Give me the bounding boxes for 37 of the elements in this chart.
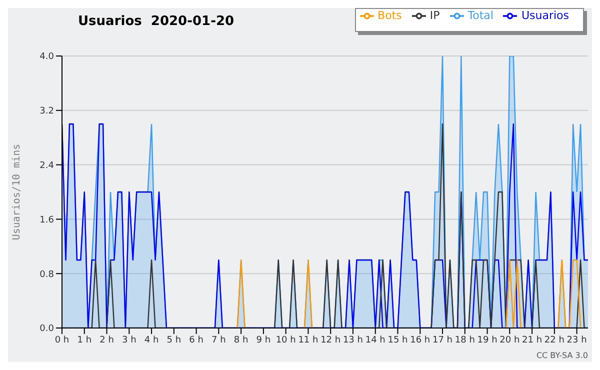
y-tick-label: 1.6 xyxy=(40,215,54,226)
y-tick-label: 3.2 xyxy=(40,106,54,117)
x-tick-label: 7 h xyxy=(212,335,226,346)
chart-title: Usuarios 2020-01-20 xyxy=(78,14,234,29)
x-tick-label: 22 h xyxy=(544,335,564,346)
y-tick-label: 4.0 xyxy=(40,52,54,62)
x-tick-label: 17 h xyxy=(432,335,453,346)
x-tick-label: 10 h xyxy=(276,335,296,346)
x-tick-label: 11 h xyxy=(298,335,318,346)
x-tick-label: 1 h xyxy=(77,335,92,346)
x-tick-label: 19 h xyxy=(477,335,498,346)
x-tick-label: 2 h xyxy=(100,335,114,346)
x-tick-label: 13 h xyxy=(342,335,363,346)
x-tick-label: 12 h xyxy=(320,335,341,346)
y-axis-title: Usuarios/10 mins xyxy=(12,144,23,240)
y-tick-label: 2.4 xyxy=(40,160,54,171)
x-tick-label: 20 h xyxy=(500,335,520,346)
legend-label: Bots xyxy=(378,9,402,22)
x-tick-label: 15 h xyxy=(388,335,408,346)
text: CC BY-SA 3.0 xyxy=(536,351,588,360)
x-tick-label: 5 h xyxy=(166,335,182,346)
legend-label: IP xyxy=(430,9,440,22)
x-tick-label: 16 h xyxy=(410,335,430,346)
legend-label: Usuarios xyxy=(521,9,569,22)
x-tick-label: 14 h xyxy=(365,335,386,346)
x-tick-label: 18 h xyxy=(454,335,475,346)
y-tick-label: 0.8 xyxy=(40,270,54,280)
y-tick-label: 0.0 xyxy=(40,324,54,334)
x-tick-label: 3 h xyxy=(122,335,136,346)
x-tick-label: 0 h xyxy=(54,335,70,346)
x-tick-label: 21 h xyxy=(522,335,542,346)
legend-label: Total xyxy=(468,9,494,22)
x-tick-label: 4 h xyxy=(144,335,159,346)
x-tick-label: 23 h xyxy=(566,335,587,346)
x-tick-label: 8 h xyxy=(234,335,248,346)
x-tick-label: 9 h xyxy=(256,335,271,346)
x-tick-label: 6 h xyxy=(189,335,204,346)
